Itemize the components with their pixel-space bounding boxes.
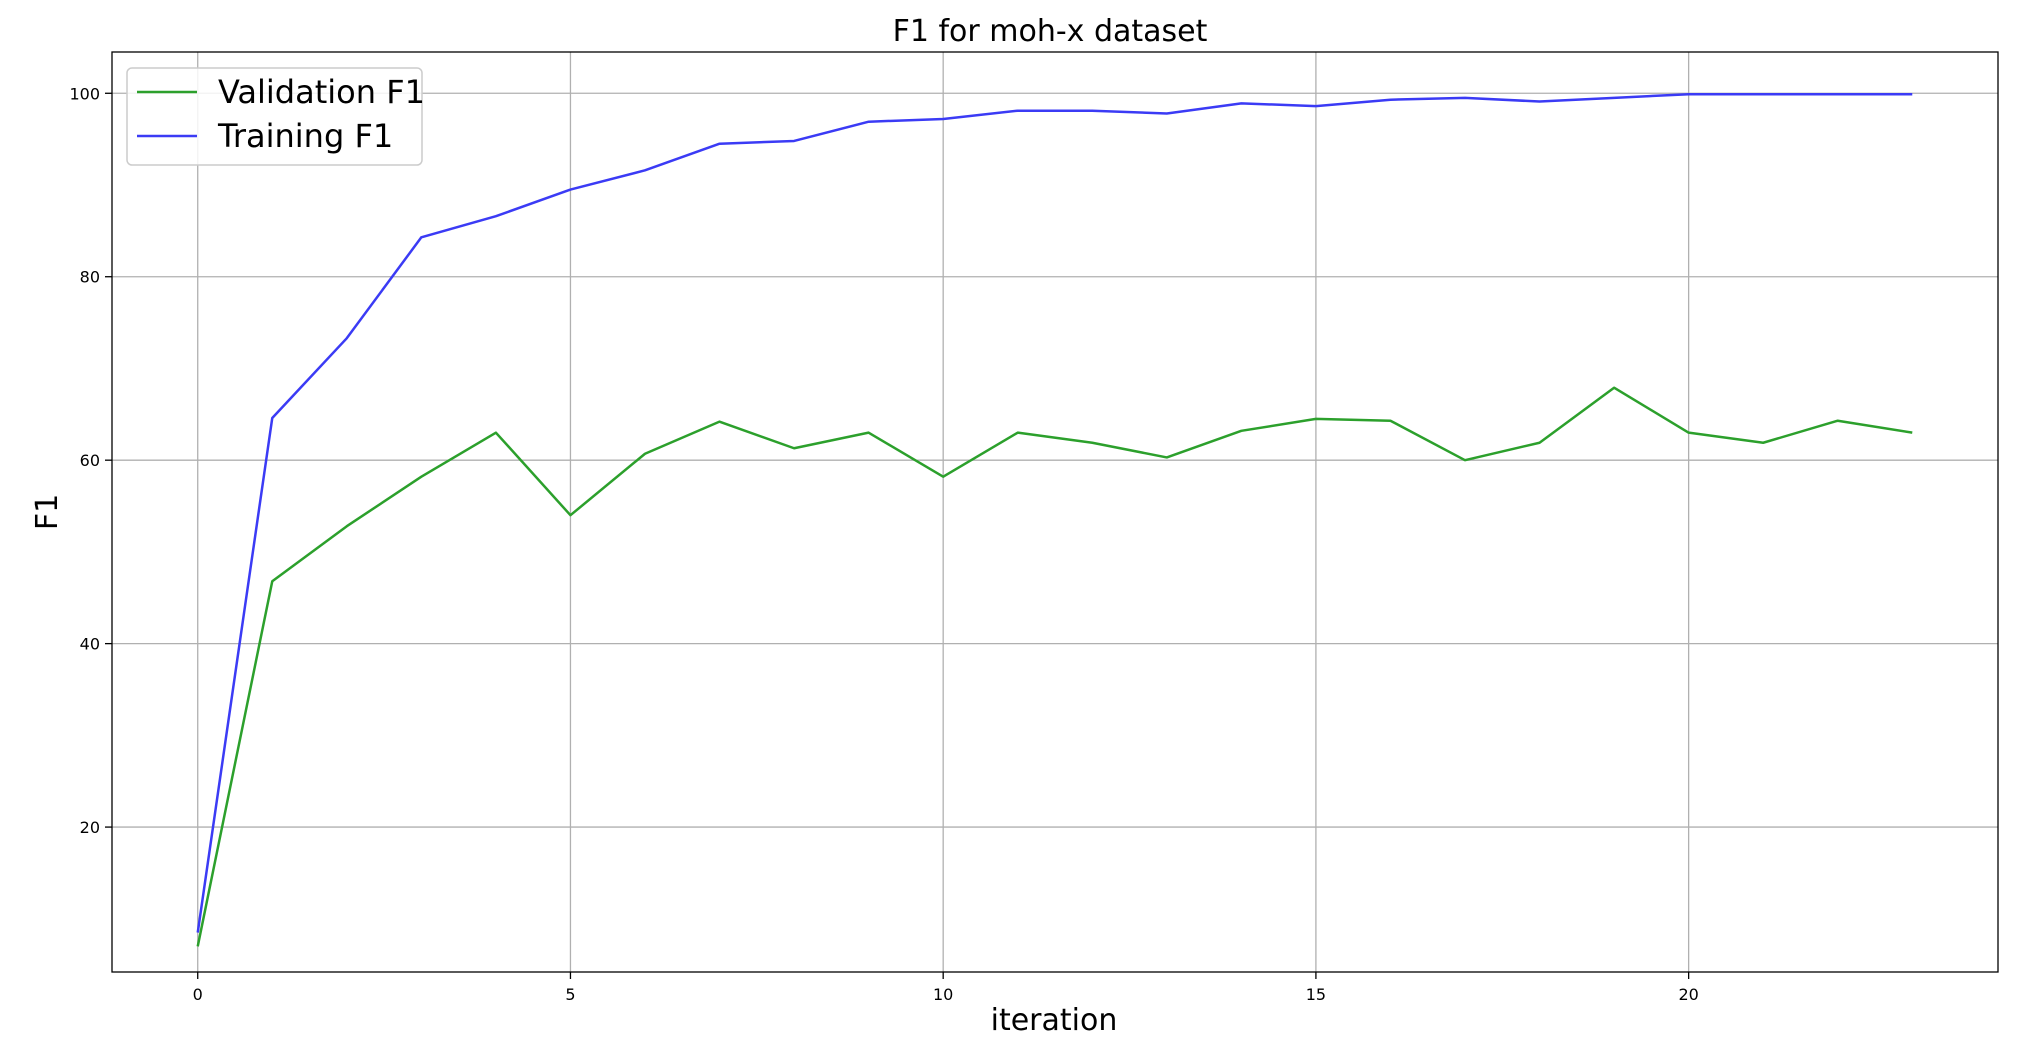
y-tick-label: 40: [80, 635, 100, 654]
y-tick-label: 100: [69, 84, 100, 103]
plot-area-frame: [111, 51, 1999, 973]
x-tick-label: 5: [565, 985, 575, 1004]
legend: Validation F1 Training F1: [126, 67, 425, 166]
axis-ticks: 0 5 10 15 20 20 40 60 80 100: [69, 84, 1698, 1004]
y-tick-label: 60: [80, 451, 100, 470]
y-axis-title: F1: [30, 494, 65, 530]
series-lines: [196, 92, 1913, 947]
x-tick-label: 10: [933, 985, 953, 1004]
legend-box: [126, 67, 423, 166]
x-axis-title: iteration: [991, 1003, 1118, 1038]
x-tick-label: 20: [1678, 985, 1698, 1004]
series-line-validation-f1: [196, 386, 1913, 947]
legend-label-validation: Validation F1: [218, 73, 425, 111]
series-line-training-f1: [196, 92, 1913, 933]
grid: [112, 52, 1998, 972]
y-tick-label: 80: [80, 268, 100, 287]
legend-label-training: Training F1: [217, 117, 393, 155]
x-tick-label: 0: [193, 985, 203, 1004]
chart-title: F1 for moh-x dataset: [893, 14, 1208, 49]
y-tick-label: 20: [80, 818, 100, 837]
x-tick-label: 15: [1306, 985, 1326, 1004]
